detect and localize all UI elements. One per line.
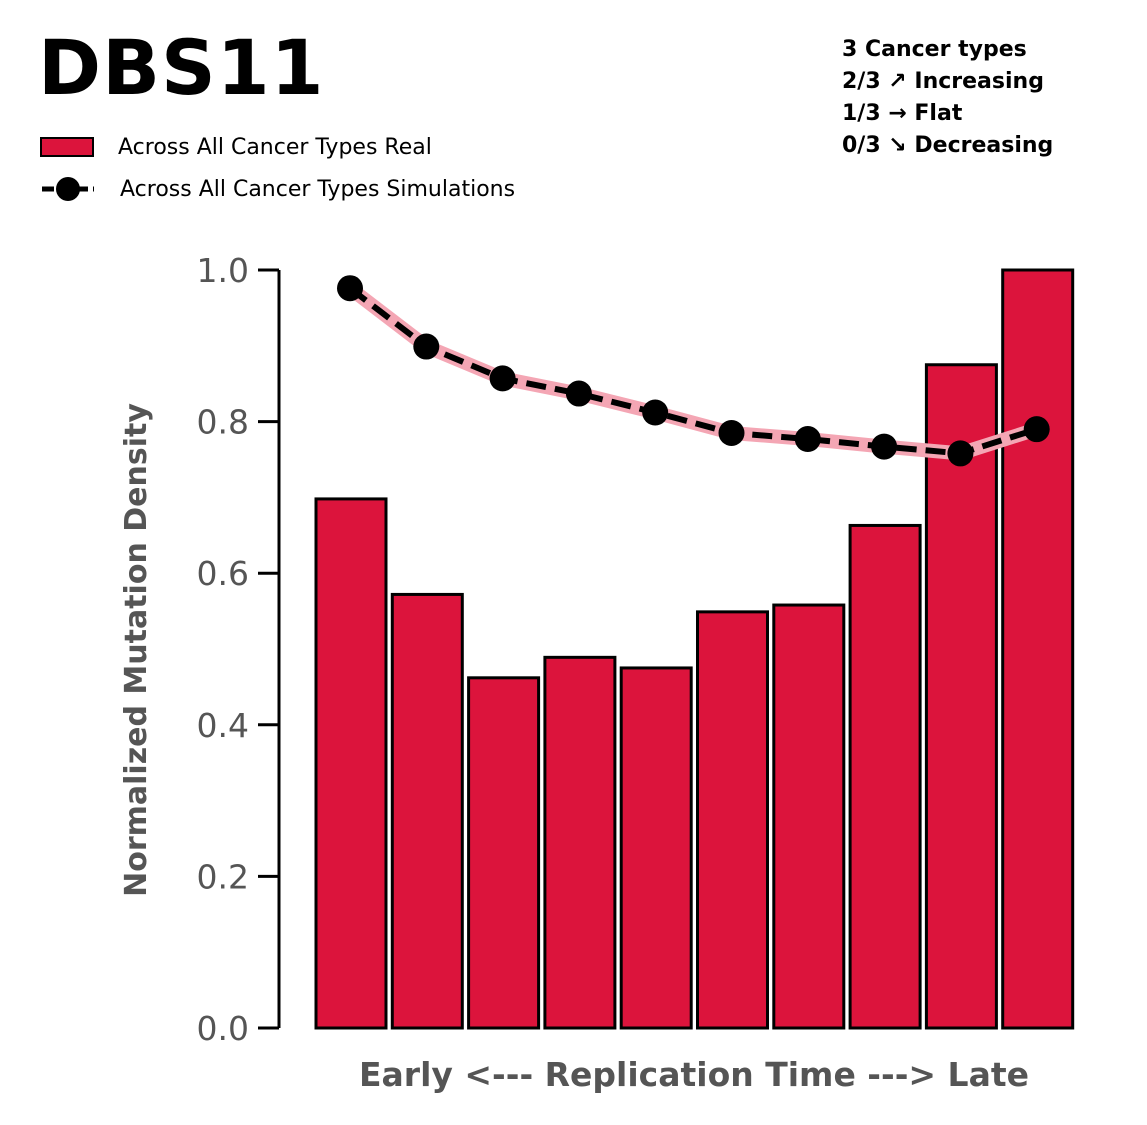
simulation-point-8: [871, 433, 898, 460]
bar-3: [467, 676, 541, 1030]
y-axis: 0.0 0.2 0.4 0.6 0.8 1.0: [197, 251, 281, 1048]
y-axis-label: Normalized Mutation Density: [119, 403, 154, 897]
bar-9: [924, 363, 998, 1030]
y-tick-label: 1.0: [197, 251, 249, 290]
simulation-point-2: [413, 333, 440, 360]
bar-4: [543, 655, 617, 1030]
simulation-point-7: [794, 426, 821, 453]
y-tick-label: 0.2: [197, 857, 249, 896]
bar-6: [696, 610, 769, 1030]
bar-2: [390, 592, 464, 1030]
y-tick-label: 0.8: [197, 403, 249, 442]
simulation-point-4: [565, 380, 592, 407]
simulation-line-group: [337, 275, 1050, 467]
trend-summary: 3 Cancer types 2/3 ↗ Increasing 1/3 → Fl…: [842, 34, 1053, 162]
legend-label-simulations: Across All Cancer Types Simulations: [120, 176, 516, 202]
legend-label-real: Across All Cancer Types Real: [118, 134, 432, 160]
simulation-band: [343, 281, 1044, 461]
y-tick-label: 0.0: [197, 1009, 249, 1048]
legend-item-simulations: Across All Cancer Types Simulations: [40, 174, 515, 204]
summary-increasing: 2/3 ↗ Increasing: [842, 69, 1044, 94]
summary-decreasing: 0/3 ↘ Decreasing: [842, 133, 1054, 158]
summary-total: 3 Cancer types: [842, 37, 1027, 62]
simulation-point-3: [489, 365, 516, 392]
legend-swatch-line: [42, 177, 94, 201]
bars-group: [314, 268, 1075, 1030]
bar-8: [848, 523, 922, 1030]
summary-flat: 1/3 → Flat: [842, 101, 963, 126]
simulation-point-9: [947, 440, 974, 467]
bar-5: [619, 666, 693, 1030]
simulation-point-6: [718, 419, 745, 446]
simulation-point-5: [642, 399, 669, 426]
simulation-point-10: [1023, 416, 1050, 443]
bar-7: [772, 603, 846, 1030]
bar-1: [314, 497, 388, 1030]
x-axis-label: Early <--- Replication Time ---> Late: [359, 1055, 1029, 1094]
simulation-point-1: [337, 275, 363, 302]
y-tick-label: 0.6: [197, 554, 249, 593]
bar-10: [1001, 268, 1075, 1030]
chart-title: DBS11: [38, 23, 325, 112]
legend-swatch-bar: [40, 137, 94, 157]
legend-item-real: Across All Cancer Types Real: [40, 132, 432, 162]
y-tick-label: 0.4: [197, 706, 249, 745]
